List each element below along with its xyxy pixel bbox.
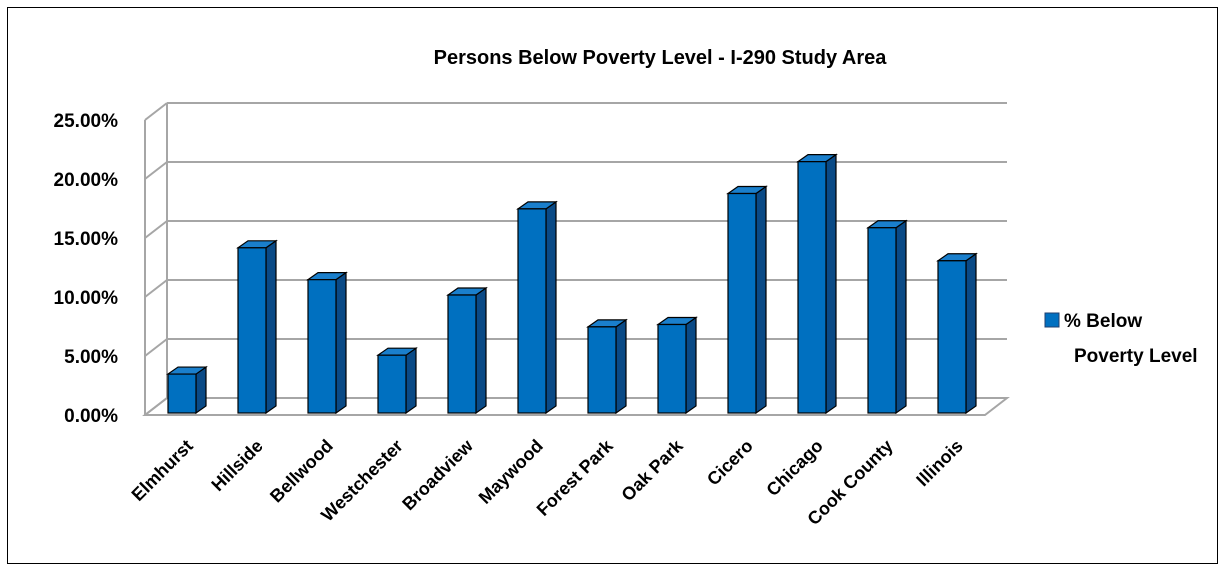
- chart-title: Persons Below Poverty Level - I-290 Stud…: [434, 47, 888, 69]
- bar: [166, 365, 208, 415]
- legend-label-line2: Poverty Level: [1074, 346, 1198, 367]
- bar: [796, 153, 838, 415]
- bar-side: [895, 219, 907, 415]
- y-tick-label: 15.00%: [54, 229, 119, 250]
- y-tick-label: 0.00%: [64, 406, 118, 427]
- bar-side: [615, 318, 627, 415]
- x-tick-label: Forest Park: [533, 435, 618, 520]
- bar-front: [377, 354, 407, 414]
- y-tick-label: 25.00%: [54, 111, 119, 132]
- gridline-side: [144, 220, 168, 239]
- bar-side: [265, 239, 277, 415]
- bar-front: [657, 323, 687, 414]
- legend: % Below Poverty Level: [1044, 311, 1198, 367]
- x-tick-label: Oak Park: [617, 435, 687, 505]
- bar-side: [685, 316, 697, 415]
- bar-front: [307, 279, 337, 414]
- bar-side: [335, 271, 347, 415]
- bar-side: [825, 153, 837, 415]
- chart-frame: [7, 7, 1218, 564]
- x-tick-label: Cicero: [703, 436, 757, 490]
- x-tick-label: Maywood: [475, 436, 547, 508]
- bars: [166, 153, 978, 415]
- gridline-side: [144, 102, 168, 121]
- bar-front: [867, 227, 897, 414]
- gridline-side: [144, 161, 168, 180]
- bar: [306, 271, 348, 415]
- gridline-side: [144, 279, 168, 298]
- bar: [446, 286, 488, 415]
- bar-front: [447, 294, 477, 414]
- x-tick-label: Bellwood: [266, 436, 337, 507]
- x-tick-label: Chicago: [762, 436, 826, 500]
- x-tick-label: Hillside: [207, 436, 266, 495]
- legend-label-line1: % Below: [1064, 311, 1142, 332]
- bar: [936, 252, 978, 415]
- y-tick-label: 10.00%: [54, 288, 119, 309]
- x-tick-label: Illinois: [912, 436, 966, 490]
- legend-swatch: [1044, 312, 1060, 328]
- bar-front: [237, 247, 267, 414]
- bar-front: [587, 326, 617, 414]
- bar: [726, 185, 768, 415]
- bar-front: [167, 373, 197, 414]
- x-tick-label: Elmhurst: [128, 436, 197, 505]
- bar-side: [965, 252, 977, 415]
- bar-front: [797, 161, 827, 414]
- gridline-side: [144, 338, 168, 357]
- x-tick-label: Broadview: [398, 435, 477, 514]
- bar-side: [475, 286, 487, 415]
- y-tick-label: 5.00%: [64, 347, 118, 368]
- bar-front: [727, 192, 757, 414]
- bar-side: [195, 365, 207, 415]
- bar: [586, 318, 628, 415]
- bar: [376, 347, 418, 415]
- bar-front: [937, 260, 967, 414]
- bar: [516, 200, 558, 415]
- bar: [866, 219, 908, 415]
- bar-front: [517, 208, 547, 414]
- x-axis-labels: Elmhurst Hillside BellwoodWestchesterBroad…: [128, 435, 967, 529]
- bar: [656, 316, 698, 415]
- floor: [142, 397, 1010, 416]
- bar-side: [755, 185, 767, 415]
- bar-side: [545, 200, 557, 415]
- y-axis-ticks: 0.00% 5.00% 10.00% 15.00% 20.00% 25.00%: [54, 111, 119, 427]
- y-tick-label: 20.00%: [54, 170, 119, 191]
- bar-side: [405, 347, 417, 415]
- bar: [236, 239, 278, 415]
